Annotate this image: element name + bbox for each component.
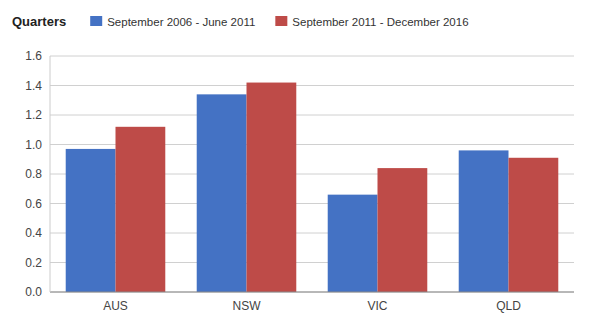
grid-line xyxy=(50,85,574,86)
x-tick-label: QLD xyxy=(496,299,521,313)
y-tick-label: 0.0 xyxy=(25,285,42,299)
bar xyxy=(328,195,378,292)
grid-line xyxy=(50,115,574,116)
y-tick-label: 0.6 xyxy=(25,197,42,211)
grid xyxy=(50,56,574,292)
y-tick-label: 1.6 xyxy=(25,49,42,63)
y-tick-label: 1.4 xyxy=(25,79,42,93)
chart: Quarters 0.0 0.2 0.4 0.6 0.8 1.0 1.2 1.4 1.6 AUS NS… xyxy=(0,0,590,324)
y-tick-label: 1.2 xyxy=(25,108,42,122)
y-axis-line xyxy=(50,56,51,292)
x-tick-label: AUS xyxy=(103,299,128,313)
y-axis-label: Quarters xyxy=(12,14,66,29)
y-tick-label: 0.4 xyxy=(25,226,42,240)
y-tick-label: 0.2 xyxy=(25,256,42,270)
bar xyxy=(247,83,297,292)
bar xyxy=(116,127,166,292)
bar xyxy=(66,149,116,292)
legend-swatch xyxy=(275,16,287,26)
x-axis-line xyxy=(50,292,574,293)
x-tick-label: NSW xyxy=(233,299,262,313)
bar xyxy=(509,158,559,292)
legend-swatch xyxy=(90,16,102,26)
x-tick-label: VIC xyxy=(367,299,387,313)
bar xyxy=(378,168,428,292)
grid-line xyxy=(50,292,574,293)
grid-line xyxy=(50,56,574,57)
legend-label: September 2011 - December 2016 xyxy=(292,16,468,28)
y-tick-label: 1.0 xyxy=(25,138,42,152)
bars xyxy=(66,83,559,292)
legend: September 2006 - June 2011 September 2011… xyxy=(90,16,468,28)
y-tick-label: 0.8 xyxy=(25,167,42,181)
legend-label: September 2006 - June 2011 xyxy=(107,16,255,28)
bar xyxy=(459,150,509,292)
chart-container: Quarters 0.0 0.2 0.4 0.6 0.8 1.0 1.2 1.4 1.6 AUS NS… xyxy=(0,0,590,324)
bar xyxy=(197,94,247,292)
